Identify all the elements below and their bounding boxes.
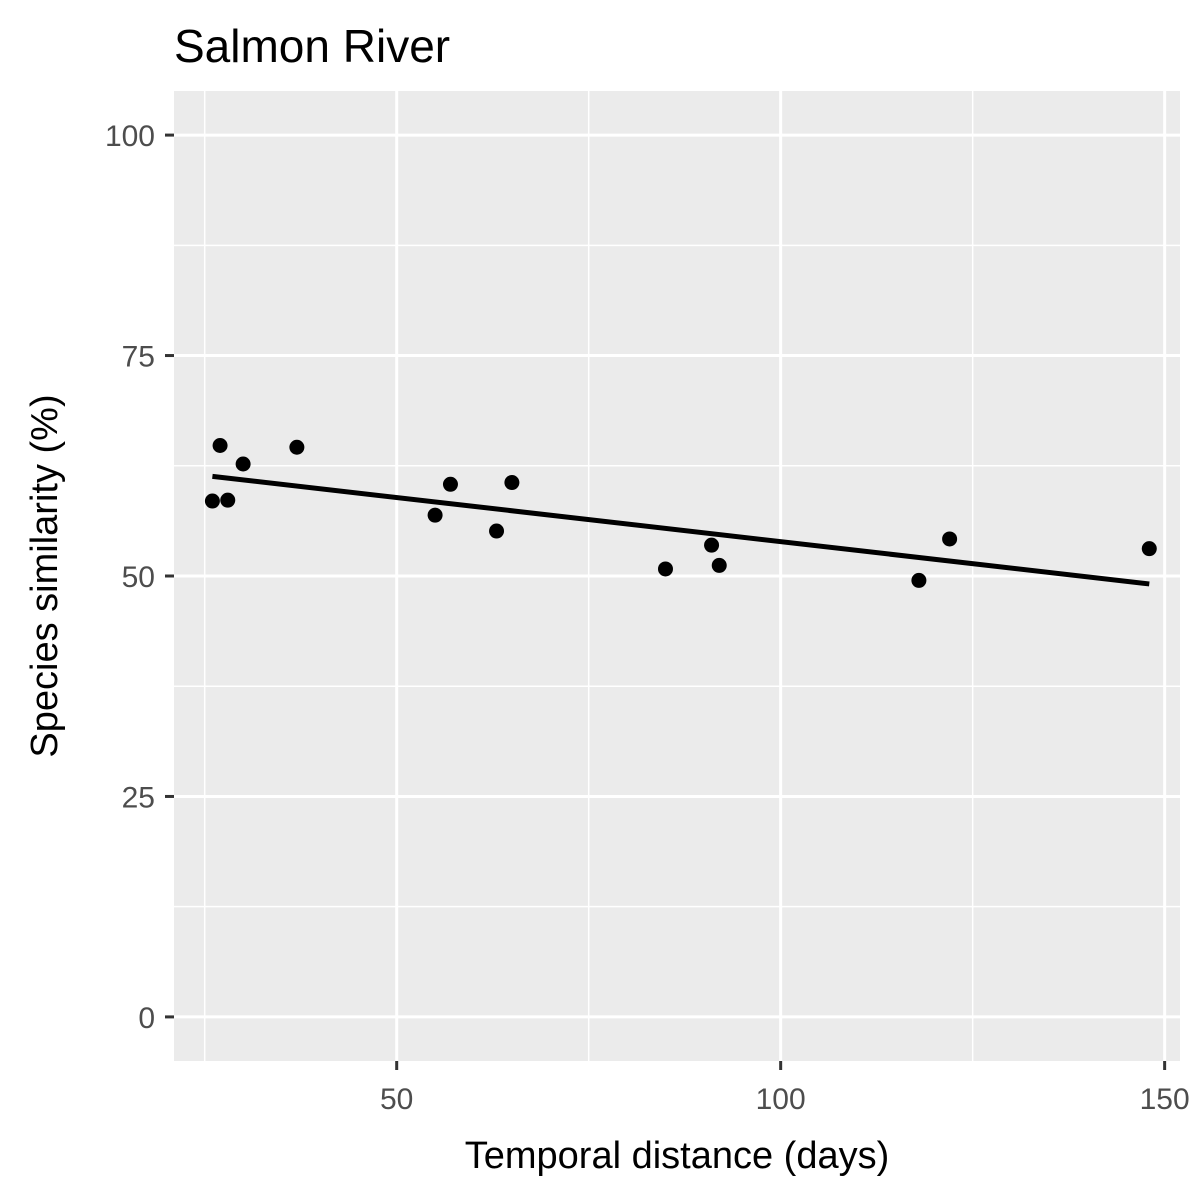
y-tick-label-2: 50	[122, 561, 155, 594]
data-point-8	[504, 475, 520, 491]
data-point-12	[911, 572, 927, 588]
data-point-11	[711, 557, 727, 573]
trend-line-group	[212, 473, 1150, 587]
data-points	[204, 437, 1157, 588]
data-point-0	[204, 493, 220, 509]
y-tick-label-1: 25	[122, 781, 155, 814]
y-axis: 0 25 50 75 100	[105, 120, 174, 1035]
y-axis-title: Species similarity (%)	[24, 394, 66, 757]
data-point-9	[657, 561, 673, 577]
data-point-4	[289, 439, 305, 455]
x-tick-label-0: 50	[380, 1083, 413, 1116]
chart-title: Salmon River	[174, 20, 450, 72]
trend-line	[212, 473, 1150, 587]
major-gridlines	[174, 91, 1180, 1061]
data-point-5	[427, 507, 443, 523]
data-point-2	[220, 492, 236, 508]
x-axis-title: Temporal distance (days)	[465, 1135, 890, 1177]
data-point-6	[442, 476, 458, 492]
y-tick-label-3: 75	[122, 341, 155, 374]
data-point-7	[489, 523, 505, 539]
data-point-10	[704, 537, 720, 553]
data-point-13	[942, 531, 958, 547]
y-tick-label-4: 100	[105, 120, 155, 153]
x-axis: 50 100 150	[380, 1061, 1190, 1116]
x-tick-label-2: 150	[1140, 1083, 1190, 1116]
data-point-1	[212, 437, 228, 453]
data-point-3	[235, 456, 251, 472]
x-tick-label-1: 100	[756, 1083, 806, 1116]
data-point-14	[1141, 541, 1157, 557]
y-tick-label-0: 0	[138, 1002, 155, 1035]
